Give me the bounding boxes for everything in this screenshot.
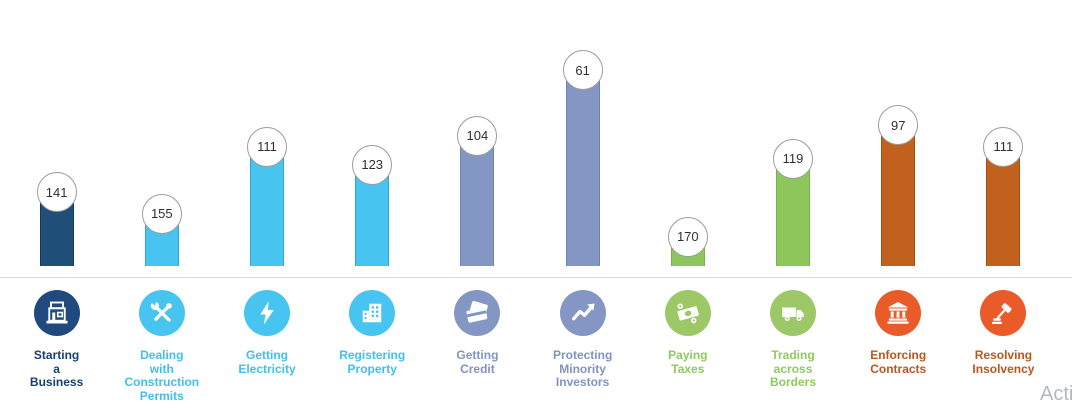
bar-area: 111 <box>214 0 319 266</box>
bar-construction-permits[interactable]: 155 <box>141 193 182 266</box>
bar-starting-a-business[interactable]: 141 <box>36 172 77 266</box>
rank-value: 123 <box>361 157 384 173</box>
courthouse-icon[interactable] <box>875 290 922 336</box>
bar-resolving-insolvency[interactable]: 111 <box>983 126 1024 266</box>
chart-columns: 141 Starting a Business 1 <box>4 0 1056 408</box>
column-getting-electricity: 111 Getting Electricity <box>214 0 319 408</box>
column-registering-property: 123 Registering Property <box>320 0 425 408</box>
rank-badge: 104 <box>457 115 498 156</box>
bar-area: 104 <box>425 0 530 266</box>
bar-area: 141 <box>4 0 109 266</box>
credit-card-icon[interactable] <box>454 290 501 336</box>
trend-arrow-icon[interactable] <box>559 290 606 336</box>
category-label[interactable]: Registering Property <box>339 348 406 376</box>
column-paying-taxes: 170 Paying Taxes <box>635 0 740 408</box>
building-icon[interactable] <box>349 290 396 336</box>
rank-badge: 155 <box>141 193 182 234</box>
rank-value: 119 <box>782 151 804 167</box>
bar-area: 61 <box>530 0 635 266</box>
bar-getting-credit[interactable]: 104 <box>457 115 498 266</box>
gavel-icon[interactable] <box>980 290 1027 336</box>
money-icon[interactable] <box>664 290 711 336</box>
rank-value: 104 <box>466 128 489 144</box>
bar-getting-electricity[interactable]: 111 <box>247 126 287 266</box>
tools-icon[interactable] <box>138 290 185 336</box>
bar-area: 170 <box>635 0 740 266</box>
baseline-divider <box>0 277 1072 278</box>
category-label[interactable]: Protecting Minority Investors <box>552 348 613 389</box>
category-label[interactable]: Resolving Insolvency <box>972 348 1035 376</box>
rank-badge: 141 <box>36 172 77 213</box>
truck-icon[interactable] <box>770 290 817 336</box>
rank-value: 111 <box>993 139 1014 155</box>
activate-windows-watermark: Acti <box>1040 383 1072 405</box>
column-construction-permits: 155 Dealing with Construction Permits <box>109 0 214 408</box>
category-label[interactable]: Getting Credit <box>456 348 499 376</box>
category-label[interactable]: Getting Electricity <box>238 348 296 376</box>
rank-value: 97 <box>890 117 906 133</box>
category-label[interactable]: Starting a Business <box>29 348 84 389</box>
rank-value: 61 <box>575 62 590 78</box>
column-getting-credit: 104 Getting Credit <box>425 0 530 408</box>
category-label[interactable]: Paying Taxes <box>668 348 708 376</box>
rank-value: 155 <box>150 206 173 222</box>
column-enforcing-contracts: 97 Enforcing Contracts <box>846 0 951 408</box>
rank-badge: 123 <box>352 144 393 185</box>
bar-area: 97 <box>846 0 951 266</box>
bar-enforcing-contracts[interactable]: 97 <box>878 105 919 266</box>
rank-badge: 97 <box>878 105 919 146</box>
rank-value: 111 <box>257 139 277 155</box>
bar-trading-across-borders[interactable]: 119 <box>773 138 814 266</box>
bar-registering-property[interactable]: 123 <box>352 144 393 266</box>
bar-area: 119 <box>740 0 845 266</box>
rank-badge: 119 <box>773 138 814 179</box>
rank-badge: 170 <box>667 216 708 257</box>
bar-paying-taxes[interactable]: 170 <box>667 216 708 266</box>
bar-area: 111 <box>951 0 1056 266</box>
category-label[interactable]: Enforcing Contracts <box>870 348 927 376</box>
bar-area: 155 <box>109 0 214 266</box>
column-starting-a-business: 141 Starting a Business <box>4 0 109 408</box>
bar-protecting-minority-investors[interactable]: 61 <box>562 50 603 266</box>
rank-value: 170 <box>676 229 699 244</box>
category-label[interactable]: Trading across Borders <box>770 348 817 389</box>
bar-area: 123 <box>320 0 425 266</box>
column-resolving-insolvency: 111 Resolving Insolvency <box>951 0 1056 408</box>
rank-badge: 111 <box>983 126 1024 167</box>
category-label[interactable]: Dealing with Construction Permits <box>124 348 200 403</box>
rank-value: 141 <box>45 184 68 200</box>
rank-badge: 111 <box>247 126 287 167</box>
column-protecting-minority-investors: 61 Protecting Minority Investors <box>530 0 635 408</box>
storefront-icon[interactable] <box>33 290 80 336</box>
column-trading-across-borders: 119 Trading across Borders <box>740 0 845 408</box>
lightning-bolt-icon[interactable] <box>244 290 290 336</box>
rank-badge: 61 <box>562 50 603 91</box>
